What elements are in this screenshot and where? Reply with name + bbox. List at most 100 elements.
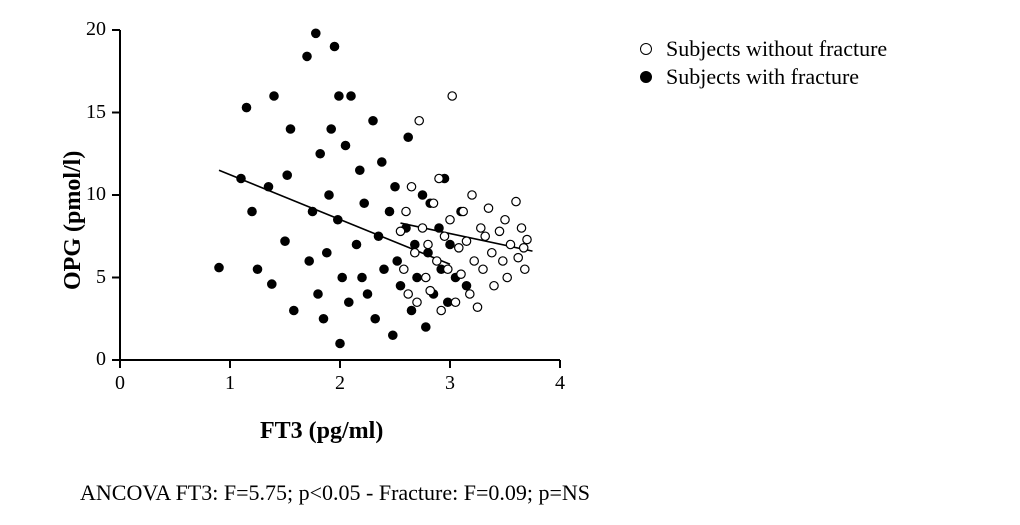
point-with_fracture [215, 263, 223, 271]
point-without_fracture [433, 257, 441, 265]
x-tick-label: 1 [210, 372, 250, 395]
point-without_fracture [506, 240, 514, 248]
point-with_fracture [380, 265, 388, 273]
y-tick-label: 20 [62, 18, 106, 41]
point-with_fracture [334, 216, 342, 224]
point-with_fracture [325, 191, 333, 199]
x-tick-label: 4 [540, 372, 580, 395]
point-without_fracture [455, 244, 463, 252]
point-without_fracture [503, 273, 511, 281]
point-with_fracture [345, 298, 353, 306]
point-without_fracture [424, 240, 432, 248]
point-with_fracture [446, 240, 454, 248]
point-without_fracture [457, 270, 465, 278]
point-with_fracture [363, 290, 371, 298]
point-with_fracture [303, 52, 311, 60]
point-with_fracture [352, 240, 360, 248]
point-with_fracture [305, 257, 313, 265]
point-with_fracture [393, 257, 401, 265]
point-without_fracture [477, 224, 485, 232]
point-with_fracture [374, 232, 382, 240]
point-without_fracture [400, 265, 408, 273]
point-without_fracture [413, 298, 421, 306]
point-without_fracture [466, 290, 474, 298]
point-without_fracture [415, 117, 423, 125]
point-with_fracture [290, 306, 298, 314]
x-tick-label: 3 [430, 372, 470, 395]
point-without_fracture [479, 265, 487, 273]
x-tick-label: 2 [320, 372, 360, 395]
point-with_fracture [237, 174, 245, 182]
point-without_fracture [437, 306, 445, 314]
point-without_fracture [488, 249, 496, 257]
point-without_fracture [459, 207, 467, 215]
point-with_fracture [270, 92, 278, 100]
legend-marker-icon [640, 71, 652, 83]
point-without_fracture [422, 273, 430, 281]
point-with_fracture [369, 117, 377, 125]
legend-marker-icon [640, 43, 652, 55]
point-with_fracture [422, 323, 430, 331]
point-with_fracture [268, 280, 276, 288]
point-with_fracture [371, 315, 379, 323]
point-with_fracture [327, 125, 335, 133]
point-without_fracture [470, 257, 478, 265]
caption-text: ANCOVA FT3: F=5.75; p<0.05 - Fracture: F… [80, 480, 590, 506]
point-with_fracture [411, 240, 419, 248]
point-without_fracture [473, 303, 481, 311]
point-without_fracture [481, 232, 489, 240]
y-tick-label: 15 [62, 101, 106, 124]
point-without_fracture [520, 244, 528, 252]
point-without_fracture [484, 204, 492, 212]
point-without_fracture [407, 183, 415, 191]
point-with_fracture [413, 273, 421, 281]
point-without_fracture [404, 290, 412, 298]
chart-stage: 05101520 01234 OPG (pmol/l) FT3 (pg/ml) … [0, 0, 1020, 525]
point-with_fracture [407, 306, 415, 314]
point-with_fracture [314, 290, 322, 298]
point-with_fracture [378, 158, 386, 166]
point-with_fracture [336, 339, 344, 347]
point-with_fracture [264, 183, 272, 191]
point-with_fracture [286, 125, 294, 133]
point-with_fracture [281, 237, 289, 245]
point-without_fracture [490, 282, 498, 290]
point-without_fracture [402, 207, 410, 215]
point-without_fracture [523, 235, 531, 243]
point-with_fracture [385, 207, 393, 215]
point-with_fracture [341, 141, 349, 149]
legend: Subjects without fractureSubjects with f… [640, 35, 887, 91]
point-with_fracture [435, 224, 443, 232]
point-without_fracture [517, 224, 525, 232]
y-tick-label: 0 [62, 348, 106, 371]
point-with_fracture [330, 42, 338, 50]
point-with_fracture [396, 282, 404, 290]
point-without_fracture [468, 191, 476, 199]
point-without_fracture [514, 254, 522, 262]
legend-item: Subjects with fracture [640, 63, 887, 91]
point-with_fracture [319, 315, 327, 323]
point-with_fracture [283, 171, 291, 179]
point-with_fracture [404, 133, 412, 141]
point-without_fracture [512, 197, 520, 205]
point-without_fracture [451, 298, 459, 306]
point-without_fracture [501, 216, 509, 224]
point-with_fracture [391, 183, 399, 191]
point-with_fracture [418, 191, 426, 199]
point-with_fracture [253, 265, 261, 273]
point-with_fracture [335, 92, 343, 100]
point-without_fracture [411, 249, 419, 257]
point-with_fracture [462, 282, 470, 290]
point-without_fracture [418, 224, 426, 232]
legend-label: Subjects with fracture [666, 64, 859, 90]
point-with_fracture [338, 273, 346, 281]
y-axis-title: OPG (pmol/l) [60, 151, 87, 290]
point-without_fracture [429, 199, 437, 207]
point-with_fracture [358, 273, 366, 281]
point-with_fracture [316, 150, 324, 158]
point-without_fracture [444, 265, 452, 273]
point-without_fracture [521, 265, 529, 273]
point-without_fracture [448, 92, 456, 100]
point-with_fracture [312, 29, 320, 37]
x-tick-label: 0 [100, 372, 140, 395]
